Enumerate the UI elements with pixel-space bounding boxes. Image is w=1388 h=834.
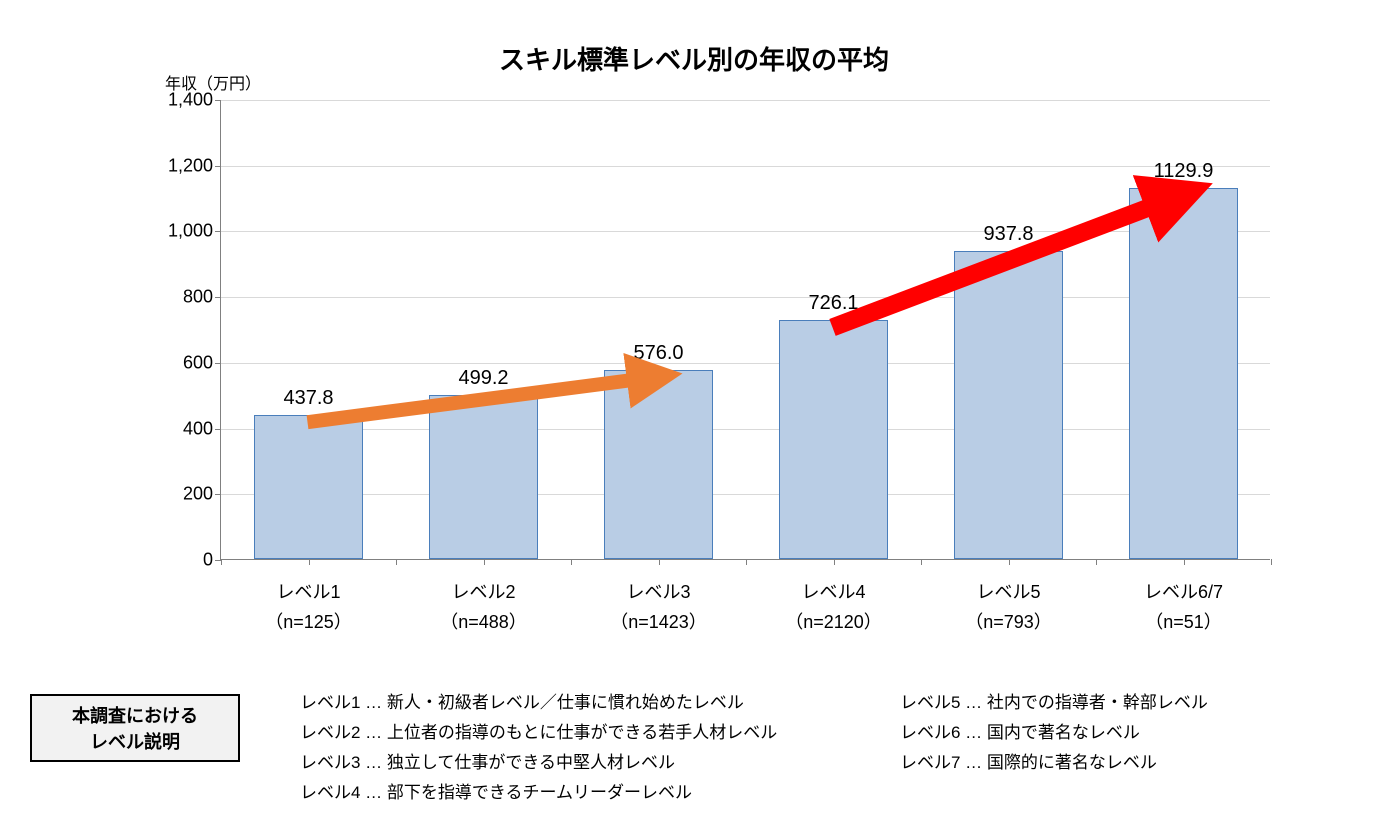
legend-description: レベル7 … 国際的に著名なレベル	[900, 748, 1157, 773]
bar	[779, 320, 888, 559]
gridline	[221, 494, 1270, 495]
plot-area: 02004006008001,0001,2001,400437.8レベル1（n=…	[220, 100, 1270, 560]
bar-value-label: 437.8	[283, 387, 333, 410]
bar	[604, 370, 713, 559]
legend-description: レベル4 … 部下を指導できるチームリーダーレベル	[300, 778, 692, 803]
xtick-mark	[221, 559, 222, 565]
x-category-label: レベル6/7	[1144, 578, 1223, 604]
bar	[429, 395, 538, 559]
xtick-mark	[921, 559, 922, 565]
gridline	[221, 231, 1270, 232]
legend-description: レベル6 … 国内で著名なレベル	[900, 718, 1140, 743]
x-category-label: レベル4	[801, 578, 865, 604]
gridline	[221, 363, 1270, 364]
x-n-label: （n=125）	[265, 608, 352, 634]
bar-value-label: 499.2	[458, 367, 508, 390]
gridline	[221, 429, 1270, 430]
xtick-mark	[571, 559, 572, 565]
bar	[954, 251, 1063, 559]
legend-description: レベル5 … 社内での指導者・幹部レベル	[900, 688, 1208, 713]
ytick-label: 1,200	[168, 155, 221, 176]
x-n-label: （n=2120）	[785, 608, 882, 634]
ytick-label: 1,000	[168, 221, 221, 242]
x-n-label: （n=1423）	[610, 608, 707, 634]
legend-box-line1: 本調査における	[72, 702, 198, 728]
xtick-mark	[1184, 559, 1185, 565]
x-n-label: （n=488）	[440, 608, 527, 634]
xtick-mark	[746, 559, 747, 565]
ytick-label: 200	[183, 484, 221, 505]
bar	[254, 415, 363, 559]
ytick-label: 800	[183, 287, 221, 308]
gridline	[221, 297, 1270, 298]
xtick-mark	[309, 559, 310, 565]
xtick-mark	[659, 559, 660, 565]
x-category-label: レベル2	[451, 578, 515, 604]
legend-description: レベル2 … 上位者の指導のもとに仕事ができる若手人材レベル	[300, 718, 777, 743]
x-category-label: レベル3	[626, 578, 690, 604]
xtick-mark	[1096, 559, 1097, 565]
x-category-label: レベル5	[976, 578, 1040, 604]
gridline	[221, 166, 1270, 167]
xtick-mark	[1271, 559, 1272, 565]
bar-value-label: 1129.9	[1154, 160, 1214, 183]
xtick-mark	[1009, 559, 1010, 565]
x-category-label: レベル1	[276, 578, 340, 604]
bar-value-label: 726.1	[808, 292, 858, 315]
ytick-label: 1,400	[168, 90, 221, 111]
legend-description: レベル1 … 新人・初級者レベル／仕事に慣れ始めたレベル	[300, 688, 744, 713]
bar-value-label: 576.0	[633, 342, 683, 365]
xtick-mark	[396, 559, 397, 565]
ytick-label: 600	[183, 352, 221, 373]
legend-box: 本調査における レベル説明	[30, 694, 240, 762]
ytick-label: 400	[183, 418, 221, 439]
x-n-label: （n=51）	[1145, 608, 1222, 634]
xtick-mark	[484, 559, 485, 565]
x-n-label: （n=793）	[965, 608, 1052, 634]
xtick-mark	[834, 559, 835, 565]
legend-description: レベル3 … 独立して仕事ができる中堅人材レベル	[300, 748, 675, 773]
gridline	[221, 100, 1270, 101]
bar-value-label: 937.8	[983, 223, 1033, 246]
bar	[1129, 188, 1238, 559]
legend-box-line2: レベル説明	[90, 728, 180, 754]
ytick-label: 0	[203, 550, 221, 571]
